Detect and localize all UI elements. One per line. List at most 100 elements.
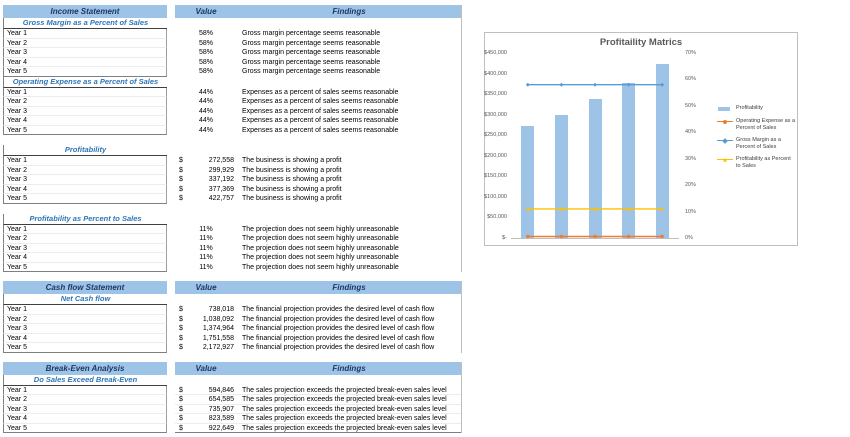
axis-tick-label[interactable]: $300,000 bbox=[484, 111, 507, 118]
value-cell[interactable]: 11% bbox=[175, 253, 237, 263]
finding-cell[interactable]: The financial projection provides the de… bbox=[242, 325, 435, 332]
value-cell[interactable]: $1,038,092 bbox=[175, 315, 237, 325]
axis-tick-label[interactable]: $250,000 bbox=[484, 132, 507, 139]
value-cell[interactable]: $594,846 bbox=[175, 386, 237, 395]
value-cell[interactable]: 58% bbox=[175, 58, 237, 68]
finding-cell[interactable]: Gross margin percentage seems reasonable bbox=[242, 68, 381, 75]
year-cell[interactable]: Year 5 bbox=[3, 262, 167, 272]
finding-cell[interactable]: The business is showing a profit bbox=[242, 185, 342, 193]
data-point-marker[interactable] bbox=[559, 82, 564, 87]
year-cell[interactable]: Year 1 bbox=[3, 87, 167, 97]
finding-cell[interactable]: The sales projection exceeds the project… bbox=[237, 395, 461, 405]
value-cell[interactable]: $1,374,964 bbox=[175, 324, 237, 334]
year-cell[interactable]: Year 1 bbox=[3, 305, 167, 315]
year-cell[interactable]: Year 5 bbox=[3, 423, 167, 433]
year-cell[interactable]: Year 4 bbox=[3, 116, 167, 126]
profitability-bar[interactable] bbox=[655, 64, 669, 238]
value-column-header[interactable]: Value bbox=[195, 283, 217, 292]
year-cell[interactable]: Year 2 bbox=[3, 314, 167, 324]
chart-title[interactable]: Profitaility Matrics bbox=[599, 37, 683, 48]
group-subtitle[interactable]: Operating Expense as a Percent of Sales bbox=[3, 76, 167, 88]
value-cell[interactable]: $299,929 bbox=[175, 166, 237, 176]
year-cell[interactable]: Year 4 bbox=[3, 57, 167, 67]
data-point-marker[interactable] bbox=[660, 206, 665, 211]
data-point-marker[interactable] bbox=[660, 234, 664, 239]
data-point-marker[interactable] bbox=[593, 206, 597, 211]
year-cell[interactable]: Year 5 bbox=[3, 194, 167, 204]
finding-cell[interactable]: The sales projection exceeds the project… bbox=[237, 405, 461, 414]
finding-cell[interactable]: The financial projection provides the de… bbox=[242, 306, 435, 313]
year-cell[interactable]: Year 2 bbox=[3, 234, 167, 244]
finding-cell[interactable]: Expenses as a percent of sales seems rea… bbox=[242, 98, 399, 105]
chart-right-axis[interactable]: 70% 60% 50% 40% 30% 20% 10% 0% bbox=[685, 50, 715, 241]
finding-cell[interactable]: The financial projection provides the de… bbox=[242, 334, 435, 342]
value-cell[interactable]: 44% bbox=[175, 116, 237, 126]
profitability-bar[interactable] bbox=[554, 114, 568, 238]
axis-tick-label[interactable]: $50,000 bbox=[487, 214, 507, 221]
chart-lines[interactable] bbox=[511, 53, 679, 239]
value-cell[interactable]: 44% bbox=[175, 97, 237, 107]
axis-tick-label[interactable]: $400,000 bbox=[484, 70, 507, 77]
data-point-marker[interactable] bbox=[593, 234, 597, 239]
value-cell[interactable]: $337,192 bbox=[175, 175, 237, 185]
data-point-marker[interactable] bbox=[525, 206, 530, 211]
axis-tick-label[interactable]: 70% bbox=[685, 50, 697, 56]
chart-plot-area[interactable] bbox=[511, 53, 679, 239]
group-subtitle[interactable]: Profitability as Percent to Sales bbox=[3, 213, 167, 225]
data-point-marker[interactable] bbox=[593, 82, 597, 87]
finding-cell[interactable]: Gross margin percentage seems reasonable bbox=[242, 30, 381, 37]
value-cell[interactable]: $2,172,927 bbox=[175, 343, 237, 353]
findings-column-header[interactable]: Findings bbox=[332, 363, 366, 373]
value-column-header[interactable]: Value bbox=[195, 7, 217, 16]
chart-left-axis[interactable]: $450,000 $400,000 $350,000 $300,000 $250,000… bbox=[484, 50, 509, 241]
finding-cell[interactable]: The sales projection exceeds the project… bbox=[237, 386, 461, 395]
value-cell[interactable]: 11% bbox=[175, 225, 237, 235]
group-subtitle[interactable]: Net Cash flow bbox=[3, 294, 167, 305]
axis-tick-label[interactable]: 10% bbox=[685, 208, 697, 215]
axis-tick-label[interactable]: 50% bbox=[685, 102, 697, 109]
axis-tick-label[interactable]: $200,000 bbox=[484, 152, 507, 159]
group-subtitle[interactable]: Gross Margin as a Percent of Sales bbox=[3, 18, 167, 29]
legend-item-gross-margin-as-a-percent-of-sales[interactable]: Gross Margin as a Percent of Sales bbox=[717, 137, 795, 150]
finding-cell[interactable]: The sales projection exceeds the project… bbox=[237, 424, 461, 433]
finding-cell[interactable]: The projection does not seem highly unre… bbox=[242, 263, 399, 271]
finding-cell[interactable]: The business is showing a profit bbox=[242, 195, 342, 202]
value-cell[interactable]: $738,018 bbox=[175, 305, 237, 315]
year-cell[interactable]: Year 1 bbox=[3, 224, 167, 234]
axis-tick-label[interactable]: 20% bbox=[685, 182, 697, 189]
value-cell[interactable]: $377,369 bbox=[175, 185, 237, 195]
value-cell[interactable]: $735,907 bbox=[175, 405, 237, 414]
finding-cell[interactable]: The business is showing a profit bbox=[242, 166, 342, 174]
finding-cell[interactable]: The projection does not seem highly unre… bbox=[242, 244, 399, 252]
value-cell[interactable]: $272,558 bbox=[175, 156, 237, 166]
value-column-header[interactable]: Value bbox=[195, 363, 217, 373]
year-cell[interactable]: Year 3 bbox=[3, 106, 167, 116]
value-cell[interactable]: 58% bbox=[175, 29, 237, 39]
axis-tick-label[interactable]: $100,000 bbox=[484, 193, 507, 200]
value-cell[interactable]: 58% bbox=[175, 48, 237, 58]
finding-cell[interactable]: Gross margin percentage seems reasonable bbox=[242, 58, 381, 66]
section-title[interactable]: Cash flow Statement bbox=[3, 281, 167, 294]
value-cell[interactable]: $1,751,558 bbox=[175, 334, 237, 344]
data-point-marker[interactable] bbox=[626, 206, 631, 211]
value-cell[interactable]: $823,589 bbox=[175, 414, 237, 424]
finding-cell[interactable]: Expenses as a percent of sales seems rea… bbox=[242, 107, 399, 115]
group-subtitle[interactable]: Do Sales Exceed Break-Even bbox=[3, 374, 167, 386]
value-cell[interactable]: 44% bbox=[175, 126, 237, 136]
year-cell[interactable]: Year 3 bbox=[3, 175, 167, 185]
data-point-marker[interactable] bbox=[626, 82, 631, 87]
data-point-marker[interactable] bbox=[559, 206, 564, 211]
value-cell[interactable]: $654,585 bbox=[175, 395, 237, 405]
finding-cell[interactable]: The financial projection provides the de… bbox=[242, 315, 435, 323]
value-cell[interactable]: 58% bbox=[175, 67, 237, 77]
profitability-bar[interactable] bbox=[521, 125, 535, 238]
year-cell[interactable]: Year 1 bbox=[3, 385, 167, 395]
value-cell[interactable]: 44% bbox=[175, 107, 237, 117]
chart-legend[interactable]: Profitability Operating Expense as a Perc… bbox=[717, 105, 795, 169]
data-point-marker[interactable] bbox=[626, 234, 631, 239]
year-cell[interactable]: Year 1 bbox=[3, 156, 167, 166]
year-cell[interactable]: Year 3 bbox=[3, 324, 167, 334]
finding-cell[interactable]: The sales projection exceeds the project… bbox=[237, 414, 461, 424]
finding-cell[interactable]: The business is showing a profit bbox=[242, 176, 342, 183]
data-point-marker[interactable] bbox=[559, 234, 564, 239]
